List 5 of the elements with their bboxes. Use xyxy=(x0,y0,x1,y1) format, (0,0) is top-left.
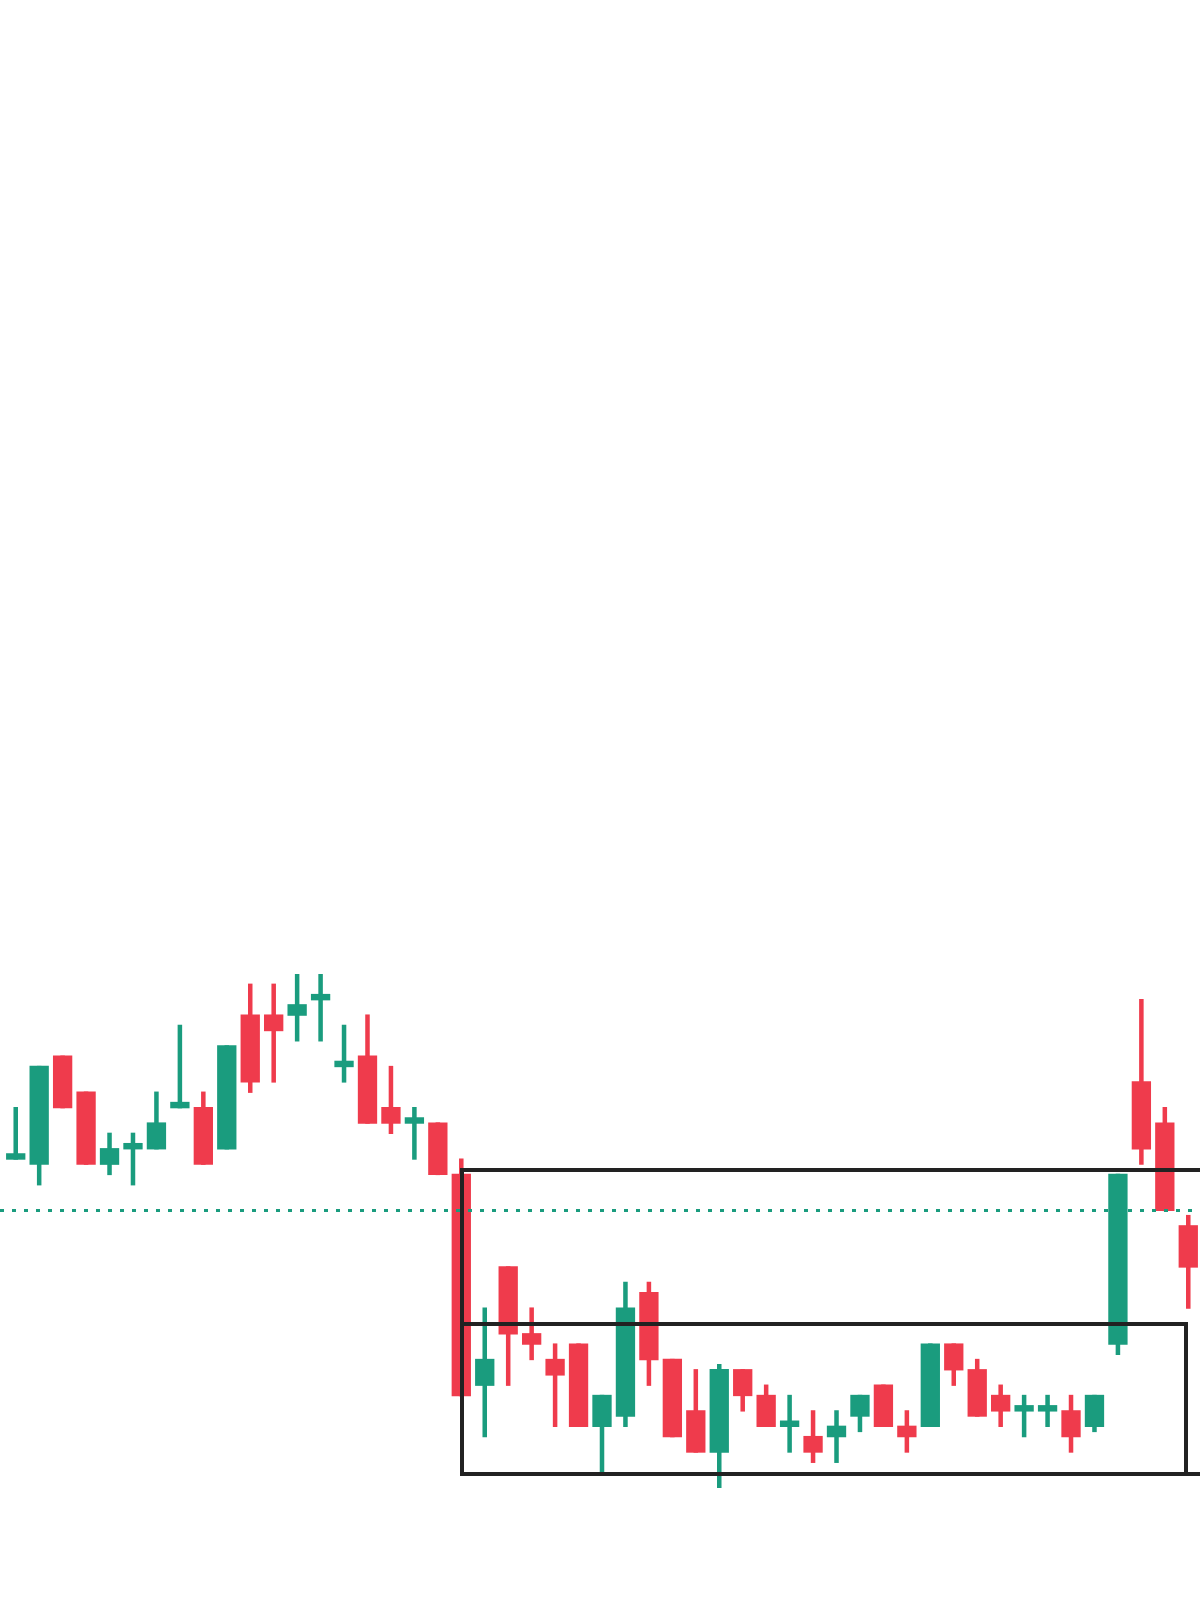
candlestick xyxy=(6,1106,26,1160)
candlestick xyxy=(310,974,331,1042)
candlestick xyxy=(779,1394,800,1453)
candlestick xyxy=(404,1106,425,1160)
candlestick xyxy=(264,983,284,1083)
